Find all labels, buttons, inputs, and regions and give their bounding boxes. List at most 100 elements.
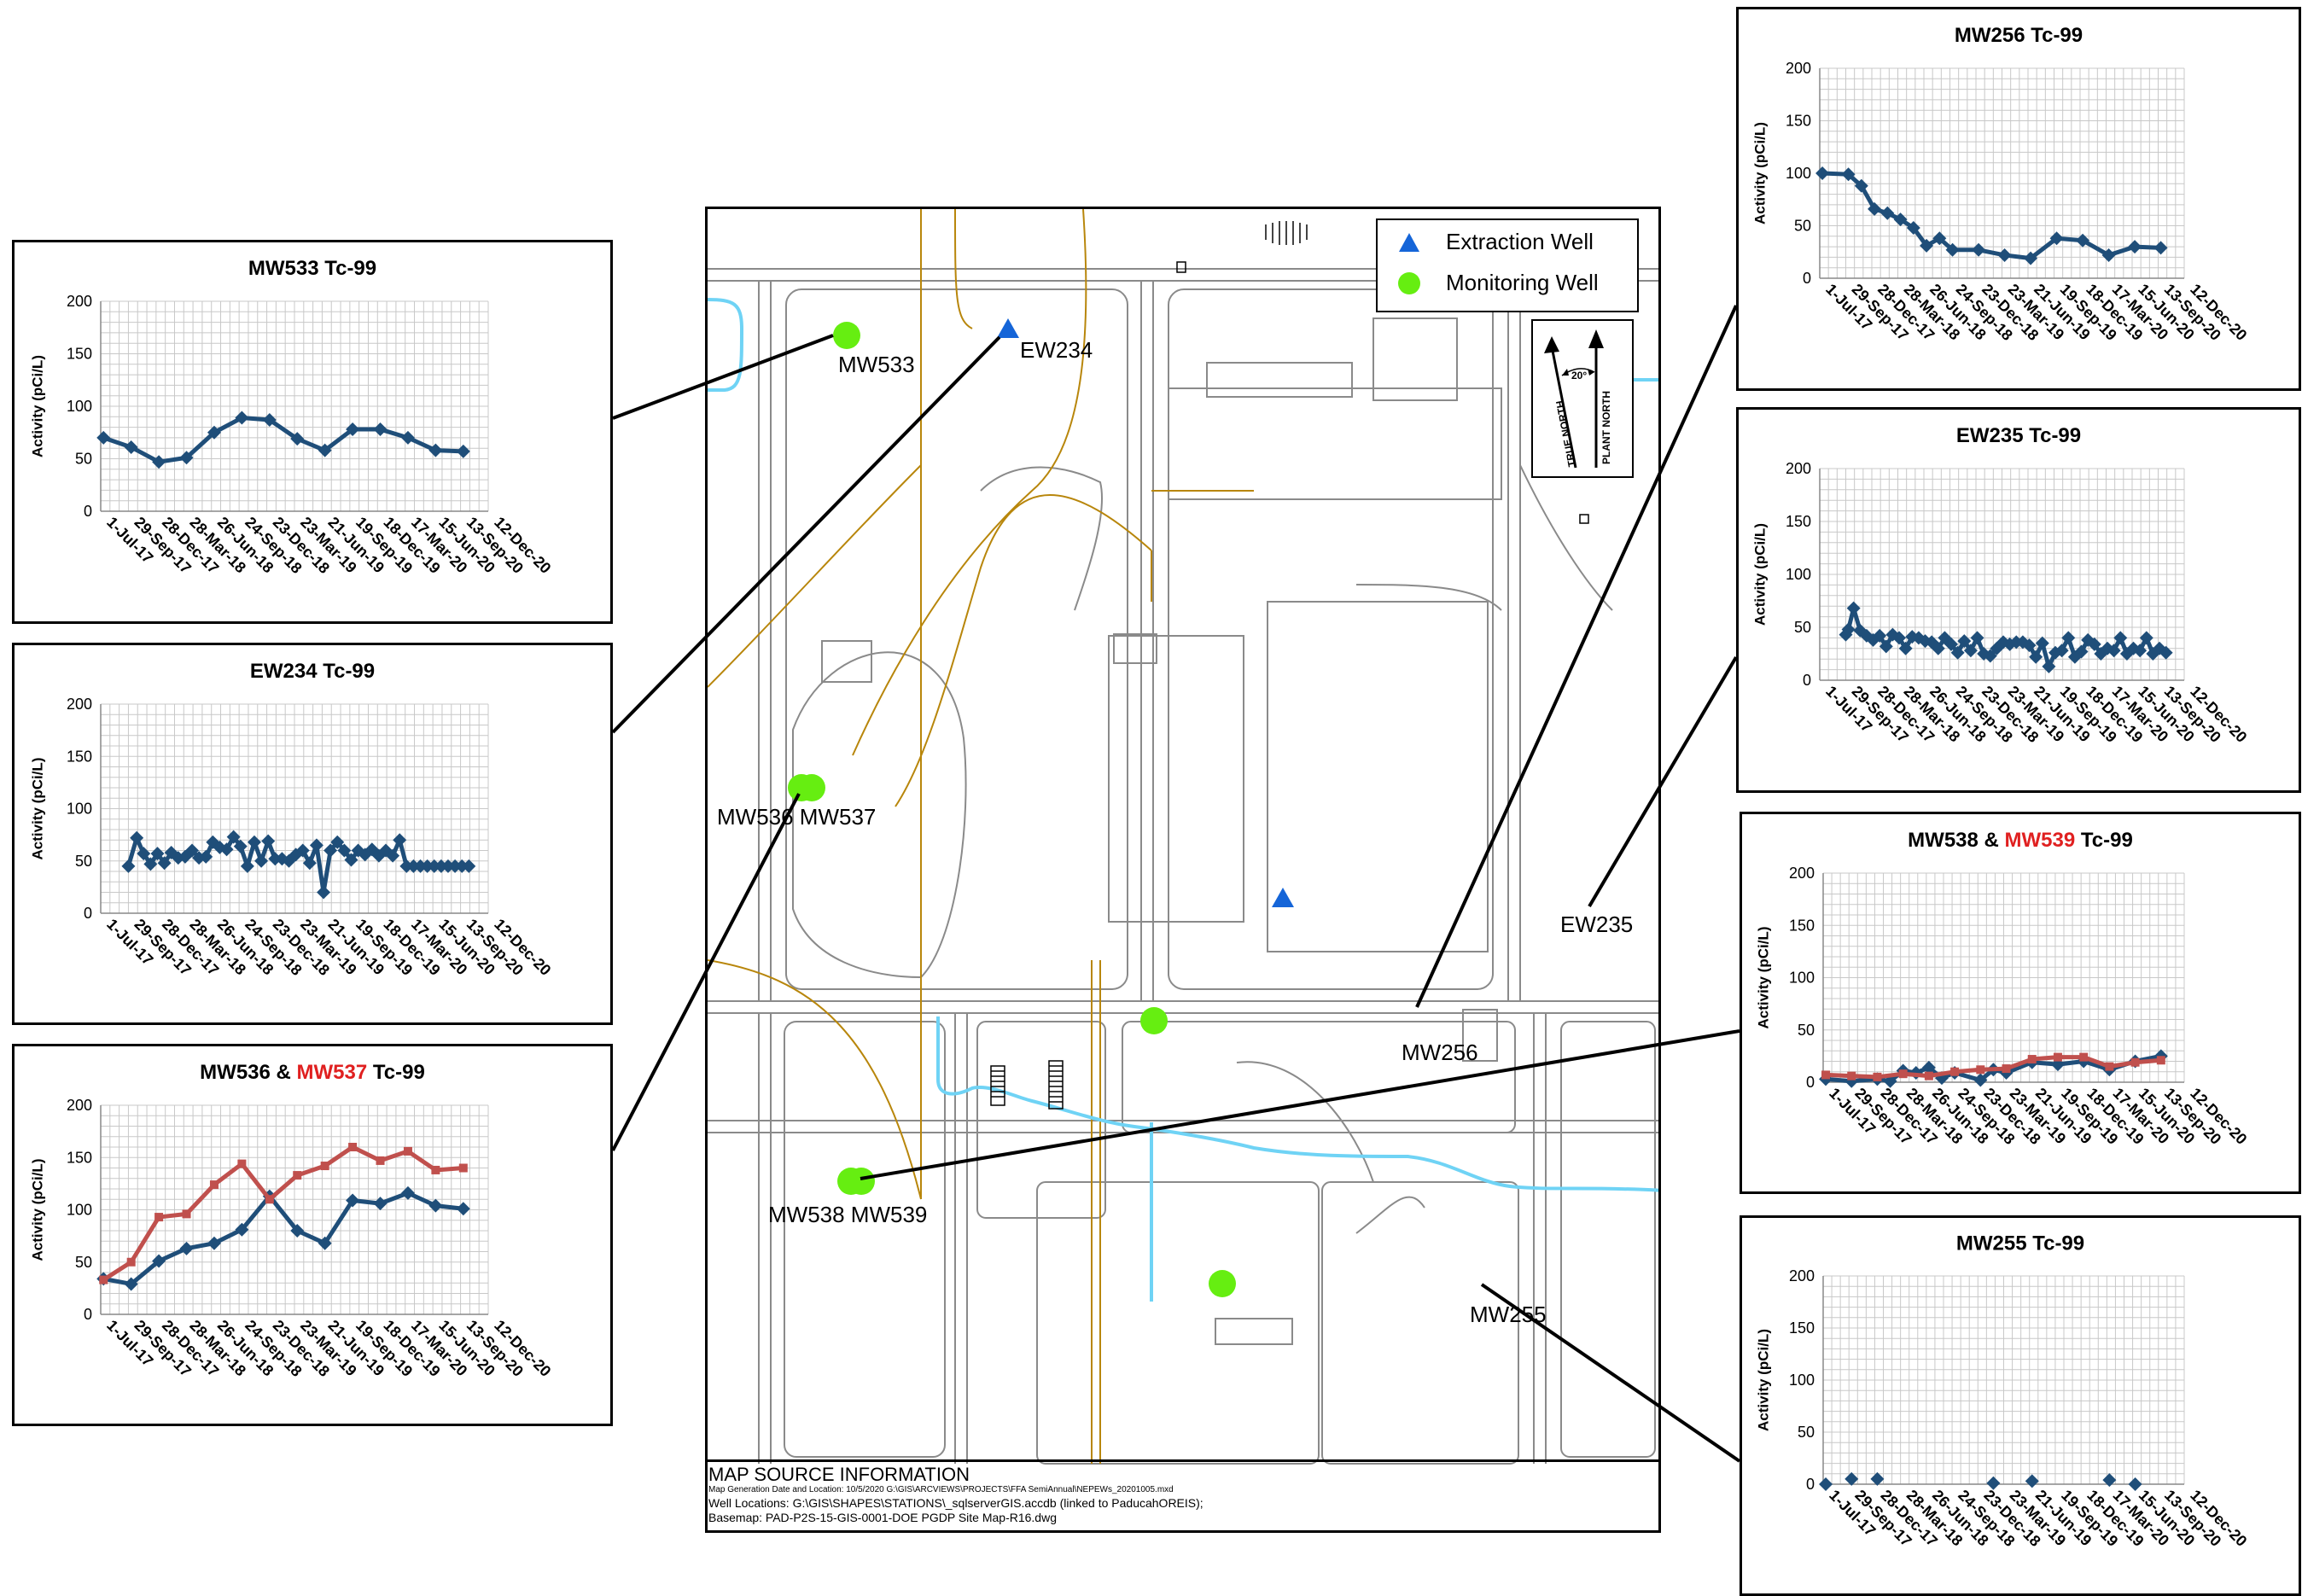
leader-mw255 [1480,1283,1741,1463]
data-point [1972,242,1986,257]
data-point [2022,638,2037,653]
data-point [431,1165,440,1174]
data-point [1970,631,1984,645]
stairs-icon [990,1060,1064,1110]
chart-title: MW538 & MW539 Tc-99 [1908,829,2133,852]
data-point [1950,1067,1960,1076]
data-point [413,859,428,873]
legend-extraction-label: Extraction Well [1446,229,1594,254]
y-tick-label: 150 [1789,917,1815,934]
data-point [1976,1065,1985,1075]
data-point [2079,1052,2089,1062]
data-point [2054,644,2069,658]
data-point [2133,644,2148,658]
data-point [290,432,305,446]
monitoring-well-mw539 [848,1168,875,1195]
north-arrow: 20° TRUE NORTH PLANT NORTH [1531,319,1634,478]
data-point [207,425,221,440]
data-point [152,455,166,469]
data-point [348,1143,358,1151]
data-point [1841,622,1856,637]
y-tick-label: 0 [1806,1074,1815,1091]
data-point [337,843,352,858]
data-point [2076,233,2090,248]
data-point [373,1197,388,1211]
y-axis-label: Activity (pCi/L) [29,1159,45,1261]
data-point [1846,601,1861,615]
series-1 [99,1143,468,1284]
data-point [121,859,136,873]
data-point [207,1236,221,1250]
data-point [330,835,345,849]
data-point [2061,631,2076,645]
y-tick-label: 150 [67,1149,92,1166]
map-source-line1: Map Generation Date and Location: 10/5/2… [708,1485,1174,1494]
label-mw536-537: MW536 MW537 [717,804,877,830]
map-source-info: MAP SOURCE INFORMATION Map Generation Da… [705,1459,1661,1533]
data-point [1870,1471,1885,1486]
extraction-well-icon [1395,230,1424,255]
y-tick-label: 100 [67,398,92,415]
chart-title: MW255 Tc-99 [1956,1232,2084,1255]
data-point [233,839,248,853]
data-point [182,1209,191,1219]
data-point [235,1222,249,1237]
series-0 [1819,1471,2142,1491]
chart-mw536-537: MW536 & MW537 Tc-99 0 50 100 150 200 Activity … [29,1061,554,1380]
label-ew234: EW234 [1020,337,1093,363]
railroad-layer [708,209,1254,1464]
data-point [237,1159,247,1168]
y-axis-label: Activity (pCi/L) [1751,122,1768,224]
roads-layer [708,268,1658,1465]
chart-panel-ew235: EW235 Tc-99 0 50 100 150 200 Activity (pCi/L) 1… [1736,407,2301,793]
y-tick-label: 50 [1798,1424,1815,1441]
y-tick-label: 0 [84,1306,92,1323]
chart-title: EW234 Tc-99 [250,660,375,683]
site-map-basemap [708,209,1658,1465]
data-point [152,1254,166,1268]
data-point [2024,251,2038,265]
water-tower-icon [1265,221,1308,245]
data-point [2002,1064,2011,1074]
data-point [261,834,276,848]
chart-title: MW533 Tc-99 [248,257,376,280]
y-tick-label: 150 [1789,1319,1815,1337]
y-tick-label: 50 [75,853,92,870]
data-point [235,411,249,425]
data-point [376,1156,385,1165]
leader-mw536 [611,793,801,1151]
chart-grid [100,1104,489,1315]
data-point [1873,1072,1882,1081]
y-axis-label: Activity (pCi/L) [29,355,45,457]
y-tick-label: 150 [67,748,92,765]
data-point [254,853,269,868]
data-point [150,847,165,861]
series-0 [1815,166,2168,265]
chart-panel-mw256: MW256 Tc-99 0 50 100 150 200 Activity (pCi/L) 1… [1736,7,2301,391]
data-point [448,859,463,873]
data-point [428,443,443,457]
data-point [2105,1062,2114,1071]
y-tick-label: 150 [1786,513,1811,530]
data-point [219,842,234,857]
y-tick-label: 0 [1806,1476,1815,1493]
data-point [462,859,476,873]
data-point [124,440,138,454]
data-point [157,856,172,871]
north-angle-label: 20° [1571,370,1587,382]
data-point [130,830,144,845]
y-axis-label: Activity (pCi/L) [1755,1329,1771,1431]
data-point [247,835,261,849]
leader-mw538 [860,1029,1740,1180]
data-point [320,1162,329,1171]
y-tick-label: 50 [1794,218,1811,235]
y-tick-label: 200 [1789,865,1815,882]
y-axis-label: Activity (pCi/L) [1751,523,1768,626]
data-point [2025,1474,2039,1488]
monitoring-well-mw533 [833,322,860,349]
label-mw256: MW256 [1402,1040,1478,1065]
y-tick-label: 200 [1786,460,1811,477]
data-point [1847,1071,1856,1081]
